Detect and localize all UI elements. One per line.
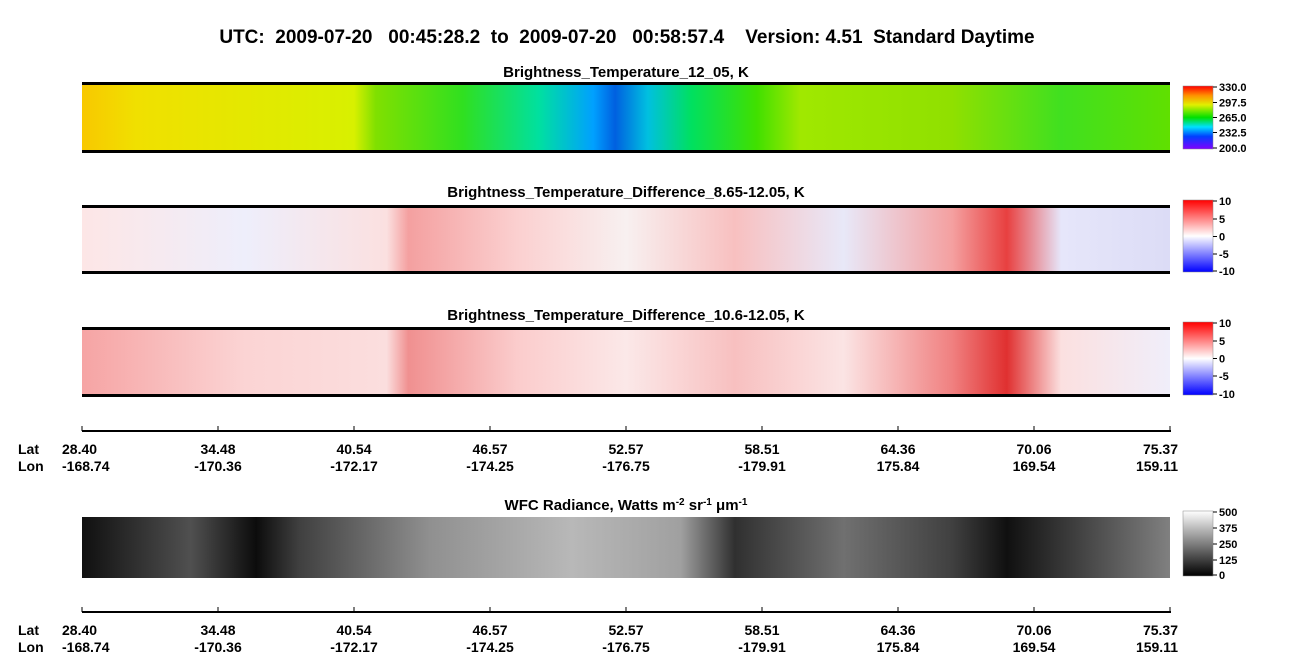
colorbar [1182, 510, 1214, 577]
colorbar-label: -10 [1219, 389, 1235, 401]
colorbar-label: -5 [1219, 249, 1229, 261]
colorbar [1182, 85, 1214, 150]
lon-value: -176.75 [602, 639, 650, 655]
lon-value: 175.84 [877, 458, 920, 474]
colorbar-label: -5 [1219, 371, 1229, 383]
lon-value: -174.25 [466, 458, 514, 474]
colorbar-label: 5 [1219, 214, 1225, 226]
colorbar-label: 330.0 [1219, 82, 1247, 94]
lon-value: 175.84 [877, 639, 920, 655]
lat-value: 34.48 [200, 622, 235, 638]
colorbar-label: 0 [1219, 570, 1225, 582]
image [82, 517, 1170, 578]
lon-value: -179.91 [738, 458, 786, 474]
image-border-bottom [82, 394, 1170, 397]
lat-value: 40.54 [336, 441, 371, 457]
lat-value: 28.40 [62, 622, 97, 638]
title-text: μm [712, 497, 739, 514]
lon-value: -176.75 [602, 458, 650, 474]
lon-value: -172.17 [330, 458, 378, 474]
lon-label: Lon [18, 458, 44, 474]
lon-value: -170.36 [194, 639, 242, 655]
colorbar-label: 250 [1219, 539, 1237, 551]
colorbar-label: 265.0 [1219, 113, 1247, 125]
lon-value: -172.17 [330, 639, 378, 655]
lat-value: 64.36 [880, 441, 915, 457]
lat-value: 40.54 [336, 622, 371, 638]
colorbar-label: 10 [1219, 196, 1231, 208]
title-superscript: -2 [676, 497, 685, 508]
colorbar-label: 375 [1219, 523, 1237, 535]
image-border-bottom [82, 150, 1170, 153]
lat-value: 34.48 [200, 441, 235, 457]
lat-value: 52.57 [608, 622, 643, 638]
title-text: WFC Radiance, Watts m [505, 497, 676, 514]
colorbar [1182, 321, 1214, 396]
panel-title: Brightness_Temperature_Difference_8.65-1… [447, 184, 805, 201]
lon-value: -179.91 [738, 639, 786, 655]
colorbar-label: 500 [1219, 507, 1237, 519]
lat-value: 64.36 [880, 622, 915, 638]
title-text: sr [685, 497, 704, 514]
lon-value: -170.36 [194, 458, 242, 474]
title-text: Brightness_Temperature_Difference_10.6-1… [447, 307, 805, 324]
lon-value: 159.11 [1136, 458, 1178, 474]
colorbar-label: 5 [1219, 336, 1225, 348]
lat-value: 58.51 [744, 622, 779, 638]
lon-value: -174.25 [466, 639, 514, 655]
page-title: UTC: 2009-07-20 00:45:28.2 to 2009-07-20… [219, 27, 1034, 48]
title-text: Brightness_Temperature_Difference_8.65-1… [447, 184, 805, 201]
lon-value: 169.54 [1013, 458, 1056, 474]
lat-value: 58.51 [744, 441, 779, 457]
image-border-top [82, 205, 1170, 208]
image-border-bottom [82, 271, 1170, 274]
image-border-top [82, 327, 1170, 330]
lat-value: 70.06 [1016, 622, 1051, 638]
lat-label: Lat [18, 622, 39, 638]
lat-value: 52.57 [608, 441, 643, 457]
colorbar-label: 200.0 [1219, 143, 1247, 155]
lat-value: 70.06 [1016, 441, 1051, 457]
image [82, 207, 1170, 272]
colorbar-label: 10 [1219, 318, 1231, 330]
lat-label: Lat [18, 441, 39, 457]
lon-value: 169.54 [1013, 639, 1056, 655]
lon-label: Lon [18, 639, 44, 655]
title-superscript: -1 [703, 497, 712, 508]
colorbar-label: 297.5 [1219, 98, 1247, 110]
image [82, 329, 1170, 395]
panel-title: Brightness_Temperature_12_05, K [503, 64, 749, 81]
panel-title: Brightness_Temperature_Difference_10.6-1… [447, 307, 805, 324]
image [82, 84, 1170, 151]
colorbar-label: -10 [1219, 266, 1235, 278]
lon-value: -168.74 [62, 639, 110, 655]
colorbar-label: 0 [1219, 354, 1225, 366]
colorbar-label: 125 [1219, 555, 1237, 567]
panel-title: WFC Radiance, Watts m-2 sr-1 μm-1 [505, 497, 748, 515]
lat-value: 28.40 [62, 441, 97, 457]
lat-value: 46.57 [472, 622, 507, 638]
title-text: Brightness_Temperature_12_05, K [503, 64, 749, 81]
lon-value: -168.74 [62, 458, 110, 474]
lat-value: 75.37 [1143, 622, 1178, 638]
lon-value: 159.11 [1136, 639, 1178, 655]
colorbar-label: 232.5 [1219, 128, 1247, 140]
title-superscript: -1 [739, 497, 748, 508]
colorbar [1182, 199, 1214, 273]
image-border-top [82, 82, 1170, 85]
lat-value: 75.37 [1143, 441, 1178, 457]
colorbar-label: 0 [1219, 232, 1225, 244]
lat-value: 46.57 [472, 441, 507, 457]
